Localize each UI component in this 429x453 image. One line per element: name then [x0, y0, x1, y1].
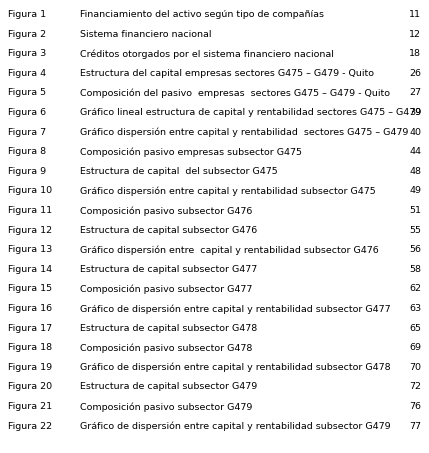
Text: 62: 62 — [409, 284, 421, 294]
Text: Gráfico de dispersión entre capital y rentabilidad subsector G479: Gráfico de dispersión entre capital y re… — [80, 422, 391, 431]
Text: Figura 18: Figura 18 — [8, 343, 52, 352]
Text: Gráfico dispersión entre  capital y rentabilidad subsector G476: Gráfico dispersión entre capital y renta… — [80, 245, 379, 255]
Text: Gráfico de dispersión entre capital y rentabilidad subsector G478: Gráfico de dispersión entre capital y re… — [80, 363, 391, 372]
Text: Composición pasivo empresas subsector G475: Composición pasivo empresas subsector G4… — [80, 147, 302, 157]
Text: Figura 22: Figura 22 — [8, 422, 52, 431]
Text: 58: 58 — [409, 265, 421, 274]
Text: 18: 18 — [409, 49, 421, 58]
Text: Figura 1: Figura 1 — [8, 10, 46, 19]
Text: Estructura de capital subsector G479: Estructura de capital subsector G479 — [80, 382, 257, 391]
Text: Estructura de capital subsector G476: Estructura de capital subsector G476 — [80, 226, 257, 235]
Text: Figura 8: Figura 8 — [8, 147, 46, 156]
Text: Figura 7: Figura 7 — [8, 128, 46, 137]
Text: Gráfico dispersión entre capital y rentabilidad subsector G475: Gráfico dispersión entre capital y renta… — [80, 186, 376, 196]
Text: Composición pasivo subsector G478: Composición pasivo subsector G478 — [80, 343, 252, 353]
Text: Figura 15: Figura 15 — [8, 284, 52, 294]
Text: Figura 9: Figura 9 — [8, 167, 46, 176]
Text: Figura 4: Figura 4 — [8, 69, 46, 78]
Text: Estructura de capital subsector G478: Estructura de capital subsector G478 — [80, 323, 257, 333]
Text: Figura 17: Figura 17 — [8, 323, 52, 333]
Text: Gráfico de dispersión entre capital y rentabilidad subsector G477: Gráfico de dispersión entre capital y re… — [80, 304, 391, 313]
Text: Composición pasivo subsector G476: Composición pasivo subsector G476 — [80, 206, 252, 216]
Text: Composición pasivo subsector G479: Composición pasivo subsector G479 — [80, 402, 252, 411]
Text: 56: 56 — [409, 245, 421, 254]
Text: 40: 40 — [409, 128, 421, 137]
Text: Figura 13: Figura 13 — [8, 245, 52, 254]
Text: Créditos otorgados por el sistema financiero nacional: Créditos otorgados por el sistema financ… — [80, 49, 334, 59]
Text: 63: 63 — [409, 304, 421, 313]
Text: 76: 76 — [409, 402, 421, 411]
Text: 55: 55 — [409, 226, 421, 235]
Text: Estructura de capital subsector G477: Estructura de capital subsector G477 — [80, 265, 257, 274]
Text: Gráfico lineal estructura de capital y rentabilidad sectores G475 – G479: Gráfico lineal estructura de capital y r… — [80, 108, 421, 117]
Text: 44: 44 — [409, 147, 421, 156]
Text: 72: 72 — [409, 382, 421, 391]
Text: 51: 51 — [409, 206, 421, 215]
Text: Figura 2: Figura 2 — [8, 29, 46, 39]
Text: Gráfico dispersión entre capital y rentabilidad  sectores G475 – G479: Gráfico dispersión entre capital y renta… — [80, 128, 408, 137]
Text: Composición pasivo subsector G477: Composición pasivo subsector G477 — [80, 284, 252, 294]
Text: Figura 3: Figura 3 — [8, 49, 46, 58]
Text: Composición del pasivo  empresas  sectores G475 – G479 - Quito: Composición del pasivo empresas sectores… — [80, 88, 390, 98]
Text: Figura 6: Figura 6 — [8, 108, 46, 117]
Text: Figura 11: Figura 11 — [8, 206, 52, 215]
Text: Financiamiento del activo según tipo de compañías: Financiamiento del activo según tipo de … — [80, 10, 324, 19]
Text: Figura 14: Figura 14 — [8, 265, 52, 274]
Text: Figura 21: Figura 21 — [8, 402, 52, 411]
Text: Estructura del capital empresas sectores G475 – G479 - Quito: Estructura del capital empresas sectores… — [80, 69, 374, 78]
Text: Figura 16: Figura 16 — [8, 304, 52, 313]
Text: 12: 12 — [409, 29, 421, 39]
Text: Figura 10: Figura 10 — [8, 186, 52, 195]
Text: 70: 70 — [409, 363, 421, 372]
Text: 48: 48 — [409, 167, 421, 176]
Text: 26: 26 — [409, 69, 421, 78]
Text: Figura 12: Figura 12 — [8, 226, 52, 235]
Text: 39: 39 — [409, 108, 421, 117]
Text: Estructura de capital  del subsector G475: Estructura de capital del subsector G475 — [80, 167, 278, 176]
Text: Sistema financiero nacional: Sistema financiero nacional — [80, 29, 211, 39]
Text: 49: 49 — [409, 186, 421, 195]
Text: 27: 27 — [409, 88, 421, 97]
Text: Figura 19: Figura 19 — [8, 363, 52, 372]
Text: 11: 11 — [409, 10, 421, 19]
Text: Figura 20: Figura 20 — [8, 382, 52, 391]
Text: 69: 69 — [409, 343, 421, 352]
Text: Figura 5: Figura 5 — [8, 88, 46, 97]
Text: 77: 77 — [409, 422, 421, 431]
Text: 65: 65 — [409, 323, 421, 333]
